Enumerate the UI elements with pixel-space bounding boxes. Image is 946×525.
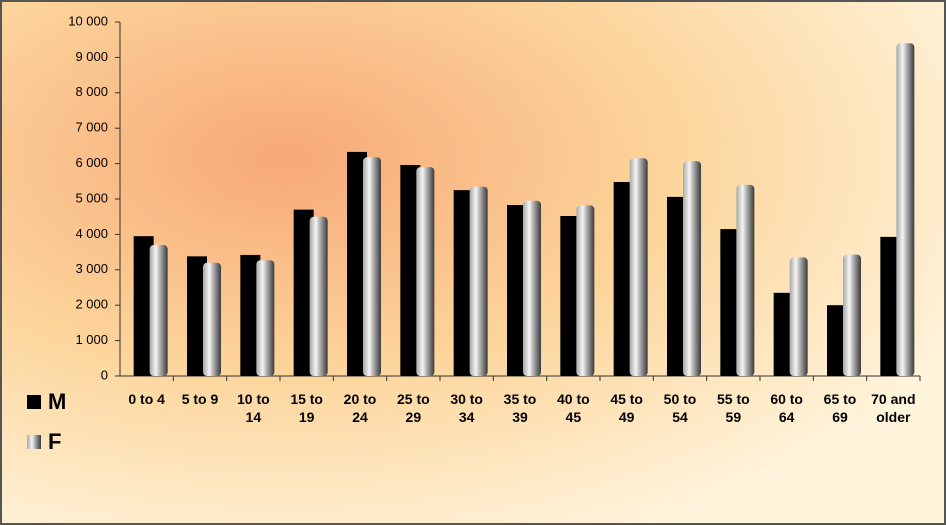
y-tick-label: 1 000 xyxy=(75,332,108,347)
bar xyxy=(560,215,581,376)
y-tick-label: 6 000 xyxy=(75,155,108,170)
bar xyxy=(149,245,168,376)
y-tick-label: 2 000 xyxy=(75,297,108,312)
y-tick-label: 5 000 xyxy=(75,190,108,205)
bar xyxy=(629,158,648,376)
x-tick-label: 25 to 29 xyxy=(396,391,430,425)
bar xyxy=(896,43,915,377)
bar xyxy=(187,256,207,376)
bar xyxy=(469,186,488,376)
bar xyxy=(880,236,901,376)
bar xyxy=(720,229,741,376)
y-tick-label: 8 000 xyxy=(75,84,108,99)
x-tick-label: 35 to 39 xyxy=(503,391,537,425)
x-tick-label: 20 to 24 xyxy=(343,391,377,425)
x-tick-label: 40 to 45 xyxy=(556,391,590,425)
y-tick-label: 4 000 xyxy=(75,226,108,241)
x-tick-label: 55 to 59 xyxy=(716,391,750,425)
bar xyxy=(453,190,474,376)
y-tick-label: 0 xyxy=(101,367,108,382)
bar xyxy=(240,254,261,376)
bar xyxy=(523,200,541,376)
bar xyxy=(667,196,687,376)
x-tick-label: 5 to 9 xyxy=(181,391,219,407)
bar xyxy=(256,260,275,376)
bar xyxy=(576,205,595,376)
bar xyxy=(789,257,808,376)
y-tick-label: 10 000 xyxy=(68,13,108,28)
bar xyxy=(827,305,847,376)
y-tick-label: 7 000 xyxy=(75,120,108,135)
x-tick-label: 30 to 34 xyxy=(450,391,483,425)
x-tick-label: 65 to 69 xyxy=(823,391,857,425)
bar xyxy=(133,236,154,376)
bar xyxy=(507,205,527,376)
legend-swatch xyxy=(27,435,41,449)
y-tick-label: 9 000 xyxy=(75,49,108,64)
x-tick-label: 50 to 54 xyxy=(663,391,697,425)
bar xyxy=(363,157,381,376)
bar xyxy=(400,165,421,376)
x-tick-label: 0 to 4 xyxy=(128,391,165,407)
bar xyxy=(736,184,755,376)
x-tick-label: 70 and older xyxy=(871,391,916,425)
bar xyxy=(843,254,861,376)
x-tick-label: 10 to 14 xyxy=(236,391,270,425)
bar xyxy=(203,262,221,376)
legend-swatch xyxy=(27,395,41,409)
legend-label: M xyxy=(48,389,67,414)
bar xyxy=(347,151,367,376)
bar xyxy=(293,209,314,376)
bar xyxy=(773,292,794,376)
x-tick-label: 45 to 49 xyxy=(610,391,643,425)
x-tick-label: 60 to 64 xyxy=(770,391,803,425)
x-tick-label: 15 to 19 xyxy=(290,391,323,425)
bar xyxy=(416,167,435,376)
bar xyxy=(309,216,328,376)
bar xyxy=(683,161,701,376)
y-tick-label: 3 000 xyxy=(75,261,108,276)
legend-label: F xyxy=(48,429,62,454)
bar xyxy=(613,182,634,376)
